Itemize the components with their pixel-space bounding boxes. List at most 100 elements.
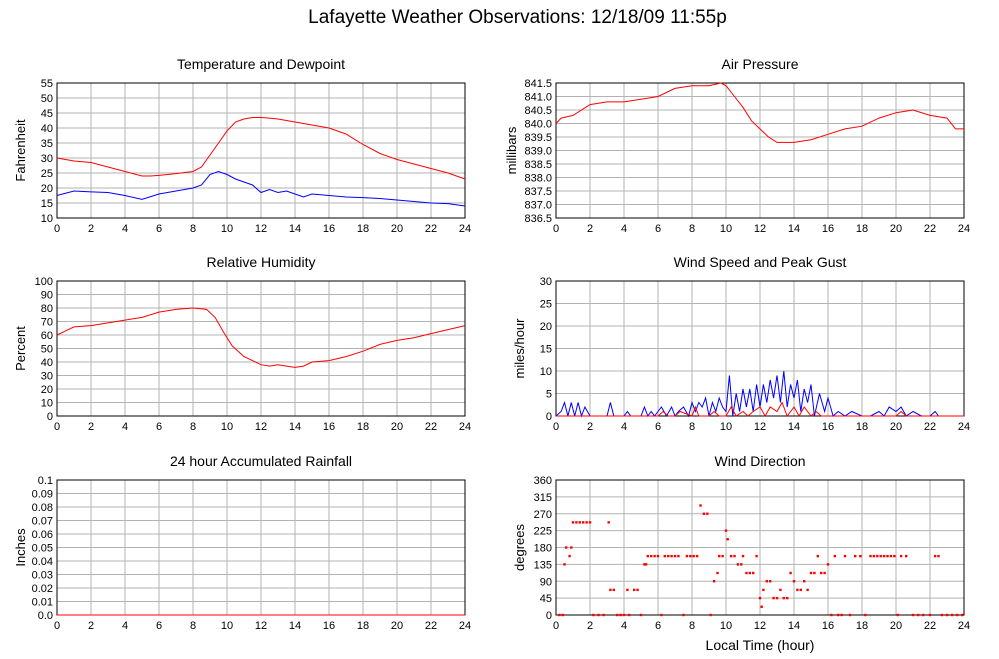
x-tick-label: 16: [822, 421, 834, 433]
x-tick-label: 12: [255, 421, 267, 433]
y-tick-label: 60: [41, 330, 53, 342]
data-point: [726, 538, 729, 541]
data-point: [627, 613, 631, 617]
y-tick-label: 0.05: [32, 543, 53, 555]
x-tick-label: 16: [323, 620, 335, 632]
data-point: [799, 588, 802, 592]
data-point: [830, 613, 833, 617]
data-point: [792, 580, 796, 583]
data-point: [782, 596, 785, 600]
y-tick-label: 225: [534, 526, 552, 538]
data-point: [843, 554, 847, 558]
x-tick-label: 8: [689, 421, 695, 433]
data-point: [889, 554, 893, 558]
y-tick-label: 45: [41, 108, 53, 120]
x-tick-label: 16: [323, 421, 335, 433]
x-tick-label: 18: [856, 421, 868, 433]
y-tick-label: 10: [540, 366, 552, 378]
y-tick-label: 10: [41, 398, 53, 410]
y-tick-label: 70: [41, 317, 53, 329]
data-point: [806, 588, 809, 592]
y-tick-label: 0.06: [32, 529, 53, 541]
y-axis-label: millibars: [504, 126, 519, 174]
x-tick-label: 22: [425, 421, 437, 433]
data-point: [571, 521, 575, 524]
data-point: [896, 613, 899, 617]
x-tick-label: 24: [958, 620, 970, 632]
x-tick-label: 22: [924, 421, 936, 433]
x-tick-label: 0: [553, 223, 559, 235]
data-point: [616, 613, 619, 617]
x-tick-label: 14: [289, 223, 301, 235]
data-point: [886, 554, 889, 558]
x-tick-label: 14: [788, 223, 800, 235]
data-point: [809, 571, 813, 575]
data-point: [772, 596, 775, 600]
y-axis-label: Percent: [13, 326, 28, 371]
data-point: [876, 554, 879, 558]
x-tick-label: 24: [459, 620, 471, 632]
y-tick-label: 45: [540, 593, 552, 605]
data-point: [619, 613, 622, 617]
data-point: [677, 554, 680, 558]
x-tick-label: 10: [221, 421, 233, 433]
data-point: [702, 512, 706, 515]
data-point: [733, 554, 736, 558]
data-point: [775, 596, 779, 600]
data-point: [558, 613, 561, 617]
data-point: [833, 554, 836, 558]
data-point: [653, 554, 656, 558]
y-tick-label: 270: [534, 509, 552, 521]
x-tick-label: 24: [459, 223, 471, 235]
data-point: [752, 571, 755, 575]
data-point: [899, 554, 903, 558]
x-tick-label: 14: [289, 620, 301, 632]
x-tick-label: 22: [425, 620, 437, 632]
x-tick-label: 10: [720, 223, 732, 235]
y-tick-label: 20: [41, 384, 53, 396]
x-tick-label: 20: [391, 421, 403, 433]
data-point: [760, 605, 763, 608]
data-point: [922, 613, 925, 617]
data-point: [823, 571, 826, 575]
plot-frame: [555, 82, 965, 219]
data-point: [933, 554, 937, 558]
data-point: [568, 554, 571, 558]
series-line-0: [56, 307, 466, 368]
y-tick-label: 30: [540, 276, 552, 288]
data-point: [758, 596, 762, 600]
y-tick-label: 0.09: [32, 489, 53, 501]
data-point: [928, 613, 932, 617]
y-tick-label: 180: [534, 543, 552, 555]
data-point: [565, 546, 568, 549]
y-tick-label: 20: [41, 183, 53, 195]
data-point: [639, 613, 643, 617]
y-tick-label: 841.5: [524, 78, 552, 90]
y-tick-label: 0.02: [32, 583, 53, 595]
data-point: [872, 554, 876, 558]
x-tick-label: 0: [553, 421, 559, 433]
x-tick-label: 8: [190, 620, 196, 632]
data-point: [745, 571, 748, 575]
x-tick-label: 2: [587, 620, 593, 632]
data-point: [803, 580, 806, 583]
data-point: [607, 521, 610, 524]
data-point: [582, 521, 585, 524]
x-tick-label: 8: [190, 421, 196, 433]
y-tick-label: 135: [534, 559, 552, 571]
data-point: [840, 613, 843, 617]
y-tick-label: 80: [41, 303, 53, 315]
chart-title: Wind Direction: [714, 453, 805, 469]
data-point: [636, 588, 639, 592]
plot-frame: [555, 280, 965, 417]
series-line-1: [556, 401, 964, 418]
x-tick-label: 20: [890, 223, 902, 235]
y-tick-label: 0: [47, 411, 53, 423]
data-point: [961, 613, 964, 617]
x-tick-label: 12: [255, 620, 267, 632]
x-tick-label: 4: [122, 620, 128, 632]
x-tick-label: 24: [958, 421, 970, 433]
y-axis-label: degrees: [512, 524, 527, 571]
y-tick-label: 50: [41, 344, 53, 356]
x-tick-label: 4: [621, 620, 627, 632]
